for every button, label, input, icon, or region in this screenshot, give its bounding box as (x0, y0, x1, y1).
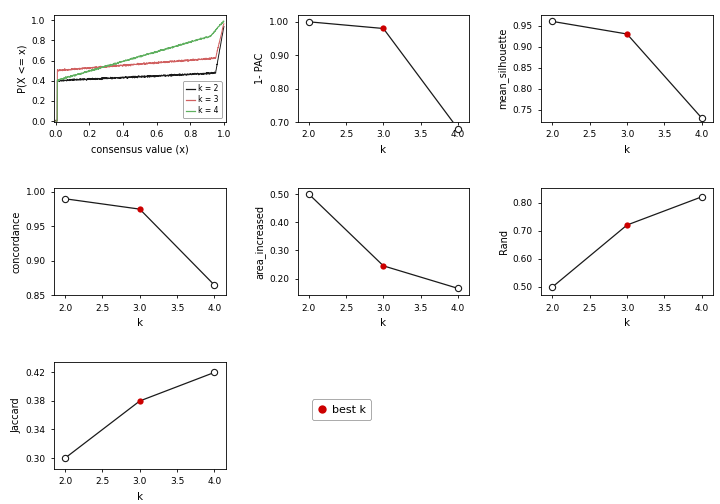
Y-axis label: concordance: concordance (12, 211, 22, 273)
Y-axis label: P(X <= x): P(X <= x) (17, 44, 27, 93)
Y-axis label: mean_silhouette: mean_silhouette (498, 28, 508, 109)
Legend: k = 2, k = 3, k = 4: k = 2, k = 3, k = 4 (183, 81, 222, 118)
X-axis label: consensus value (x): consensus value (x) (91, 145, 189, 155)
X-axis label: k: k (137, 491, 143, 501)
X-axis label: k: k (137, 319, 143, 328)
X-axis label: k: k (380, 319, 387, 328)
X-axis label: k: k (624, 145, 630, 155)
Y-axis label: 1- PAC: 1- PAC (255, 53, 265, 84)
Y-axis label: area_increased: area_increased (254, 205, 265, 279)
Legend: best k: best k (312, 399, 372, 420)
Y-axis label: Jaccard: Jaccard (12, 398, 22, 433)
X-axis label: k: k (624, 319, 630, 328)
X-axis label: k: k (380, 145, 387, 155)
Y-axis label: Rand: Rand (499, 229, 508, 255)
